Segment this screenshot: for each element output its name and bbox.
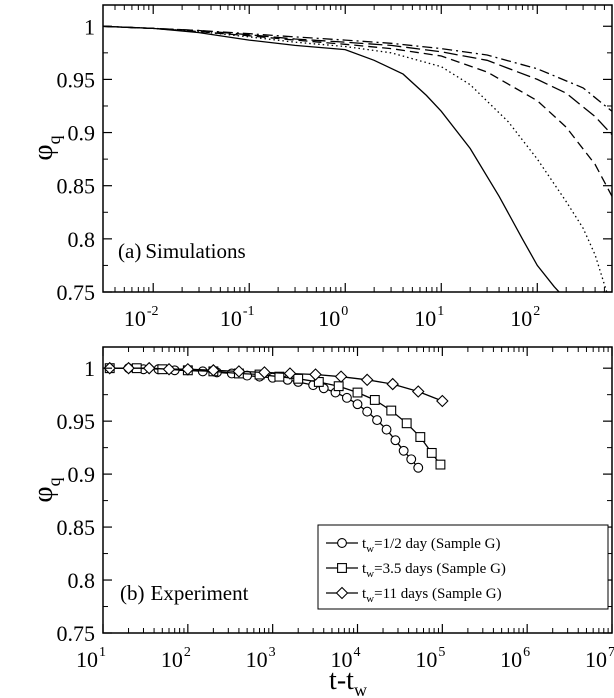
- y-tick-label: 0.8: [68, 227, 96, 252]
- panel-1-series-2-point: [360, 373, 374, 387]
- legend-box: [317, 524, 609, 610]
- x-tick-label: 102: [510, 304, 540, 331]
- panel-1-series-0-point: [398, 445, 409, 456]
- panel-1-series-0-line: [109, 367, 419, 469]
- panel-b-ylabel: φq: [28, 477, 64, 502]
- panel-a-frame: [102, 4, 613, 293]
- y-tick-label: 0.9: [68, 462, 96, 487]
- panel-1-series-1-point: [426, 447, 437, 458]
- legend-label-1: tw=3.5 days (Sample G): [362, 561, 506, 580]
- panel-b-label: (b) Experiment: [120, 581, 249, 605]
- legend-entries: tw=1/2 day (Sample G) tw=3.5 days (Sample…: [326, 536, 506, 605]
- panel-a-label: (a) Simulations: [118, 239, 246, 263]
- panel-1-series-2-point: [258, 366, 271, 379]
- x-tick-label: 10-2: [124, 304, 159, 331]
- panel-1-series-1-point: [435, 459, 446, 470]
- x-tick-label: 100: [318, 304, 348, 331]
- panel-1-series-0-point: [390, 435, 401, 446]
- legend-label-2: tw=11 days (Sample G): [362, 586, 502, 605]
- panel-1-series-1-point: [313, 377, 324, 387]
- panel-1-series-0-point: [362, 406, 373, 417]
- panel-1-series-2-point: [334, 370, 348, 383]
- panel-1-series-1-point: [415, 432, 426, 442]
- x-tick-label: 106: [500, 645, 530, 672]
- panel-a-series: [103, 25, 612, 292]
- panel-1-series-2-point: [142, 361, 156, 375]
- y-tick-label: 0.8: [68, 568, 96, 593]
- panel-1-series-1-point: [401, 418, 412, 429]
- y-tick-label: 0.95: [57, 67, 96, 92]
- x-tick-label: 103: [246, 645, 276, 672]
- panel-1-series-2-point: [162, 362, 176, 376]
- panel-0-series-0-line: [103, 25, 560, 292]
- panel-b-xlabel: t-tw: [329, 665, 367, 698]
- y-tick-label: 0.95: [57, 409, 96, 434]
- x-tick-label: 105: [415, 645, 445, 672]
- panel-1-series-0-point: [341, 392, 352, 403]
- panel-0-series-2-line: [103, 25, 612, 197]
- x-tick-label: 101: [414, 304, 444, 331]
- panel-1-series-2-point: [232, 365, 246, 378]
- y-tick-label: 0.85: [57, 174, 96, 199]
- panel-1-series-1-point: [333, 381, 344, 392]
- y-tick-label: 0.75: [57, 621, 96, 646]
- panel-1-series-0-point: [352, 399, 363, 410]
- legend-marker-0: [337, 538, 347, 548]
- legend-marker-2: [335, 586, 349, 600]
- legend-marker-1: [337, 563, 347, 573]
- x-tick-label: 101: [76, 645, 106, 672]
- panel-1-series-0-point: [406, 454, 417, 465]
- panel-1-series-1-point: [386, 405, 397, 416]
- x-tick-label: 107: [585, 645, 614, 672]
- panel-1-series-2-point: [436, 394, 449, 408]
- panel-1-series-0-point: [372, 415, 382, 426]
- panel-b-experiment: 101 102 103 104 105 106 1070.750.80.850.90.951…: [28, 346, 614, 698]
- panel-a-ylabel: φq: [28, 135, 64, 160]
- panel-b-legend: tw=1/2 day (Sample G) tw=3.5 days (Sample…: [317, 524, 609, 610]
- y-tick-label: 0.85: [57, 515, 96, 540]
- y-tick-label: 1: [84, 356, 95, 381]
- panel-a-ticks: 10-2 10-1 100 101 102 0.75 0.8 0.85 0.9 0.95 1: [57, 5, 612, 331]
- panel-1-series-0-point: [381, 424, 392, 435]
- x-tick-label: 10-1: [220, 304, 255, 331]
- panel-b-series: [103, 361, 449, 473]
- panel-1-series-2-point: [283, 367, 297, 380]
- x-tick-label: 104: [331, 645, 361, 672]
- legend-label-0: tw=1/2 day (Sample G): [362, 536, 500, 555]
- panel-b-ticks: 101 102 103 104 105 106 107 0.75 0.8 0.85 0.9 0.95 1: [57, 347, 614, 672]
- panel-1-series-2-point: [207, 364, 220, 377]
- panel-1-series-0-point: [242, 370, 253, 381]
- panel-0-series-3-line: [103, 25, 612, 136]
- panel-1-series-1-point: [274, 371, 285, 382]
- panel-1-series-0-point: [413, 462, 424, 473]
- panel-1-series-2-point: [386, 377, 399, 391]
- panel-1-series-2-point: [122, 361, 135, 375]
- y-tick-label: 1: [84, 14, 95, 39]
- panel-1-series-2-point: [181, 362, 195, 376]
- panel-1-series-1-point: [352, 387, 363, 398]
- panel-1-series-1-point: [293, 373, 304, 384]
- panel-1-series-1-point: [369, 395, 380, 405]
- y-tick-label: 0.9: [68, 121, 96, 146]
- panel-0-series-4-line: [103, 25, 612, 112]
- panel-1-series-2-point: [309, 368, 322, 381]
- x-tick-label: 102: [161, 645, 191, 672]
- panel-1-series-2-point: [411, 385, 425, 398]
- y-tick-label: 0.75: [57, 280, 96, 305]
